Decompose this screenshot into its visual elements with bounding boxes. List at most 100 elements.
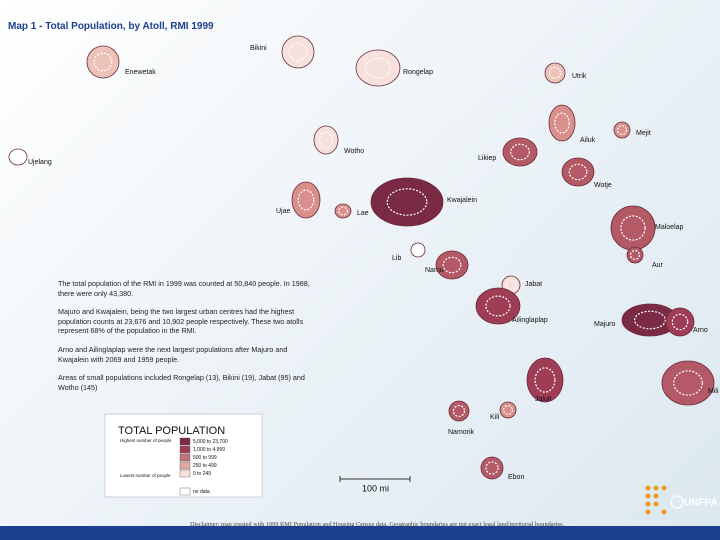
legend-low: Lowest number of people [120, 473, 171, 478]
atoll [313, 125, 339, 155]
atoll-label: Maloelap [655, 224, 684, 231]
atoll-label: Kili [490, 414, 500, 421]
disclaimer: Disclaimer: map created with 1999 RMI Po… [190, 521, 565, 528]
atoll [561, 157, 595, 187]
atoll-label: Namorik [448, 429, 475, 436]
atoll-label: Wotje [594, 182, 612, 189]
lagoon [548, 66, 562, 80]
atoll [334, 203, 352, 219]
legend-high: Highest number of people [120, 438, 172, 443]
legend-label: no data [193, 489, 210, 495]
atoll-label: Arno [693, 327, 708, 334]
atoll [502, 137, 538, 167]
legend-swatch [179, 453, 191, 462]
atoll [480, 456, 504, 480]
atoll [548, 104, 576, 142]
atoll [526, 357, 564, 403]
lagoon [485, 461, 499, 475]
atoll [475, 287, 521, 325]
atoll [370, 177, 444, 227]
atoll [410, 242, 426, 258]
lagoon [452, 404, 466, 418]
paragraph: Areas of small populations included Rong… [58, 373, 305, 392]
lagoon [338, 206, 349, 216]
atoll [8, 148, 28, 166]
atoll-label: Ujae [276, 208, 291, 215]
atoll-label: Mejit [636, 130, 651, 137]
atoll [86, 45, 120, 79]
legend-label: 1,000 to 4,999 [193, 447, 225, 453]
paragraph: Arno and Ailinglaplap were the next larg… [58, 345, 288, 364]
atoll [291, 181, 321, 219]
atoll [661, 360, 715, 406]
legend-swatch [179, 487, 191, 496]
lagoon [568, 163, 588, 181]
legend-label: 0 to 249 [193, 471, 211, 477]
atoll-label: Likiep [478, 155, 496, 162]
atoll-label: Utrik [572, 73, 587, 80]
lagoon [505, 279, 517, 291]
atoll [665, 307, 695, 337]
lagoon [318, 131, 334, 149]
scale-label: 100 mi [362, 483, 389, 493]
atoll-label: Bikini [250, 45, 267, 52]
atoll-label: Wotho [344, 148, 364, 155]
map-title: Map 1 - Total Population, by Atoll, RMI … [8, 21, 214, 32]
lagoon [629, 250, 640, 261]
atoll [448, 400, 470, 422]
lagoon [485, 295, 511, 317]
legend-swatch [179, 437, 191, 446]
legend-title: TOTAL POPULATION [118, 425, 225, 437]
atoll-label: Ujelang [28, 159, 52, 166]
legend-label: 250 to 499 [193, 463, 217, 469]
atoll-label: Ailinglaplap [512, 317, 548, 324]
lagoon [93, 52, 113, 72]
atoll [544, 62, 566, 84]
lagoon [620, 215, 646, 241]
paragraph: The total population of the RMI in 1999 … [58, 279, 310, 298]
lagoon [365, 57, 391, 79]
atoll [613, 121, 631, 139]
lagoon [616, 124, 627, 135]
lagoon [673, 370, 703, 396]
lagoon [554, 112, 570, 134]
atoll [626, 246, 644, 264]
unfpa-logo: UNFPA [645, 485, 718, 515]
lagoon [503, 405, 514, 416]
legend-swatch [179, 445, 191, 454]
lagoon [386, 188, 428, 216]
map-page: Map 1 - Total Population, by Atoll, RMI … [0, 0, 720, 528]
lagoon [12, 152, 24, 163]
atoll-label: Lib [392, 255, 401, 262]
lagoon [413, 245, 423, 255]
atoll-label: Jabat [525, 281, 542, 288]
atoll [610, 205, 656, 251]
legend-label: 5,000 to 23,700 [193, 439, 228, 445]
atoll [499, 401, 517, 419]
legend-swatch [179, 469, 191, 478]
atoll-label: Enewetak [125, 69, 156, 76]
atoll [281, 35, 315, 69]
atoll-label: Lae [357, 210, 369, 217]
lagoon [633, 310, 666, 330]
map: 100 mi TOTAL POPULATION Highest number o… [8, 35, 719, 498]
legend-label: 500 to 999 [193, 455, 217, 461]
paragraph: Majuro and Kwajalein, being the two larg… [58, 307, 304, 335]
atoll-label: Mili [708, 388, 719, 395]
legend-swatch [179, 461, 191, 470]
lagoon [534, 367, 556, 393]
lagoon [442, 256, 462, 274]
atoll-label: Kwajalein [447, 197, 477, 204]
logo-text: UNFPA [684, 498, 718, 509]
atoll-label: Jaluit [535, 396, 551, 403]
atoll-label: Namu [425, 267, 444, 274]
atoll [435, 250, 469, 280]
lagoon [297, 189, 315, 211]
atoll-label: Ailuk [580, 137, 596, 144]
lagoon [510, 143, 530, 161]
atoll-label: Majuro [594, 321, 616, 328]
atoll [355, 49, 401, 87]
atoll-label: Aur [652, 262, 664, 269]
atoll-label: Rongelap [403, 69, 433, 76]
lagoon [671, 313, 689, 331]
